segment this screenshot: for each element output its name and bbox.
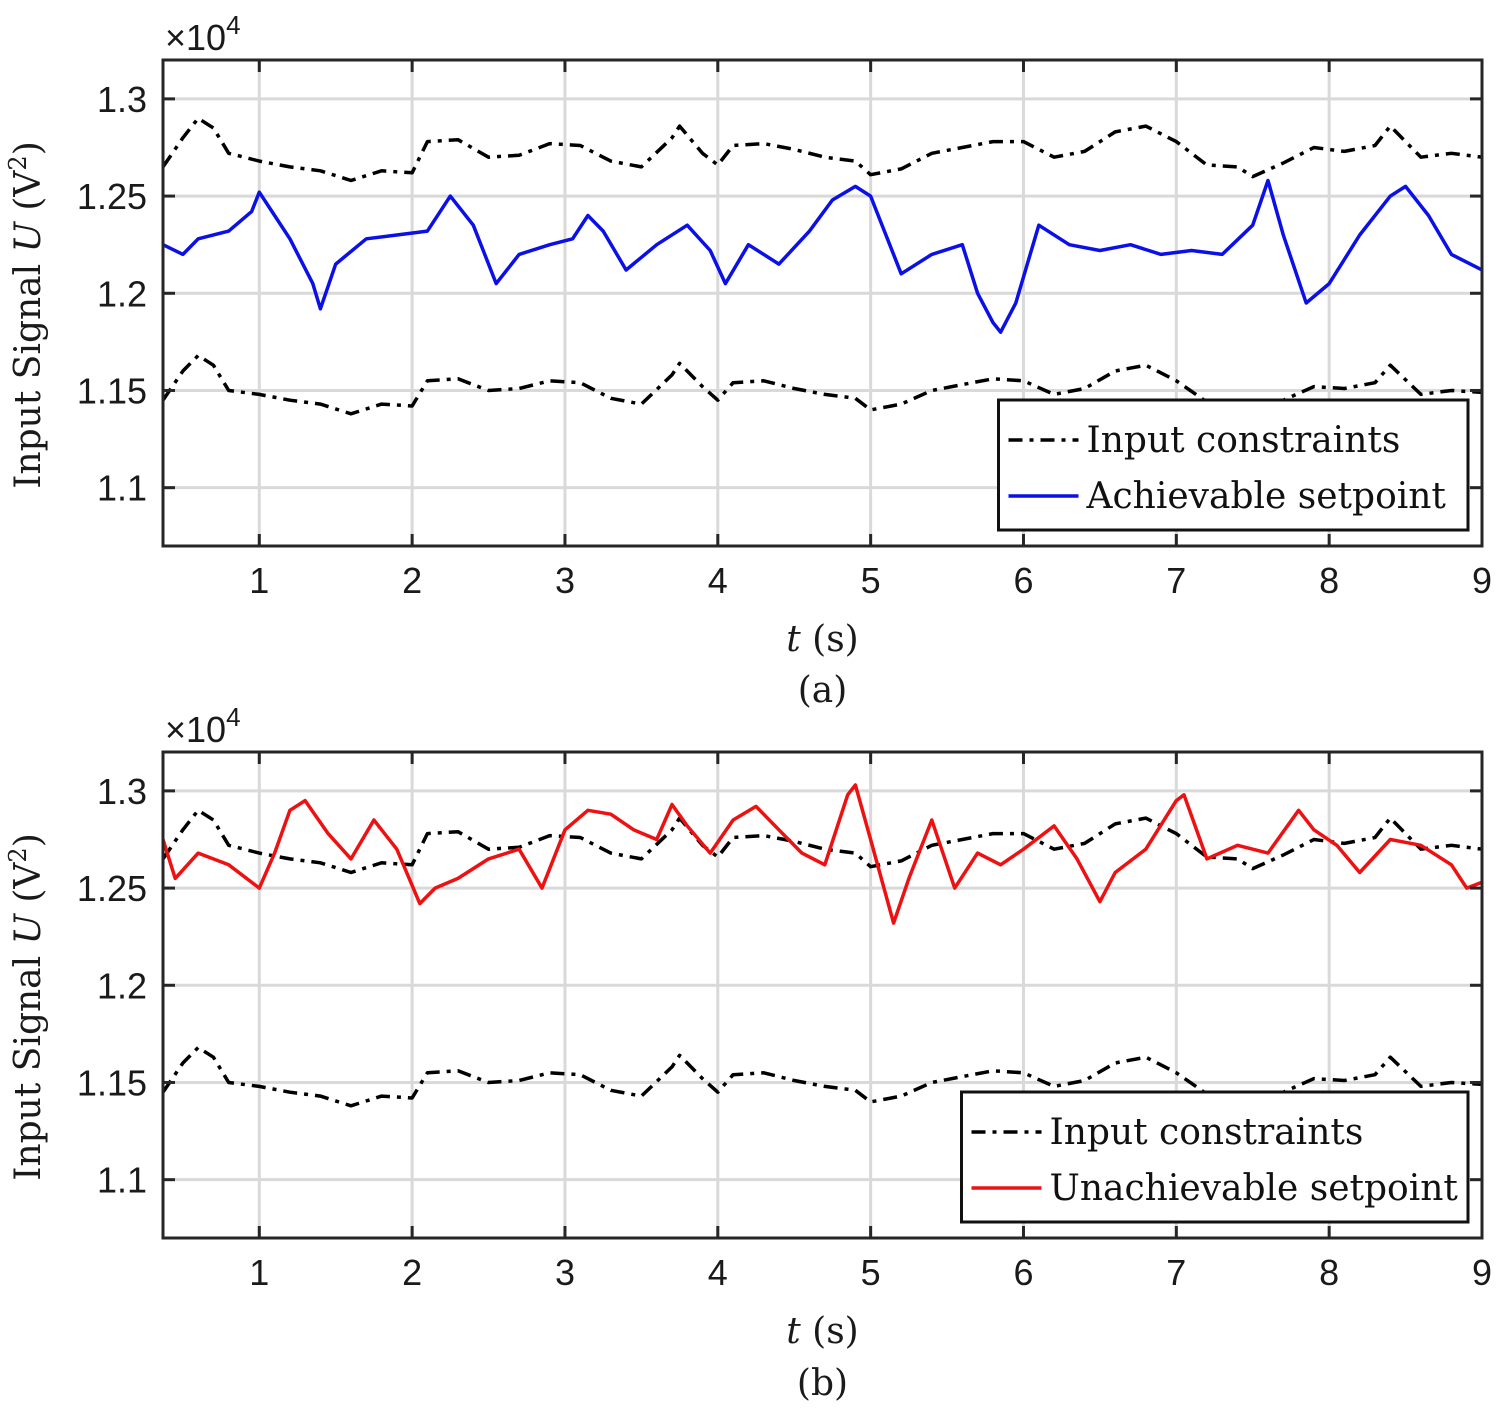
x-tick-label: 6 (1013, 1252, 1033, 1293)
y-tick-label: 1.25 (77, 868, 147, 909)
x-tick-label: 4 (708, 1252, 728, 1293)
x-tick-label: 2 (402, 1252, 422, 1293)
legend-label: Achievable setpoint (1086, 476, 1447, 517)
x-tick-label: 4 (708, 560, 728, 601)
y-tick-label: 1.25 (77, 176, 147, 217)
legend-box (997, 398, 1470, 532)
x-axis-label: t (s) (786, 1311, 858, 1352)
x-tick-label: 2 (402, 560, 422, 601)
x-tick-label: 3 (555, 1252, 575, 1293)
x-tick-label: 9 (1472, 560, 1492, 601)
x-tick-label: 7 (1166, 1252, 1186, 1293)
y-tick-label: 1.15 (77, 370, 147, 411)
panel-caption: (b) (797, 1363, 848, 1404)
x-tick-label: 8 (1319, 560, 1339, 601)
y-tick-label: 1.2 (97, 273, 147, 314)
y-tick-label: 1.3 (97, 771, 147, 812)
chart-panel-b: 1 2 3 4 5 6 7 8 9 1.1 1.15 1.2 1.25 1.3 ×104 t (s) Input… (4, 702, 1492, 1404)
x-tick-label: 8 (1319, 1252, 1339, 1293)
y-tick-label: 1.15 (77, 1062, 147, 1103)
legend: Input constraints Achievable setpoint (997, 398, 1470, 532)
legend: Input constraints Unachievable setpoint (960, 1090, 1470, 1224)
x-tick-label: 5 (861, 560, 881, 601)
x-axis-label: t (s) (786, 619, 858, 660)
series-line (163, 116, 1482, 183)
axis-exponent: ×104 (165, 10, 241, 58)
x-tick-label: 6 (1013, 560, 1033, 601)
x-tick-label: 1 (249, 1252, 269, 1293)
axes-frame (161, 750, 1484, 1240)
y-tick-label: 1.1 (97, 1160, 147, 1201)
x-tick-label: 9 (1472, 1252, 1492, 1293)
axis-exponent: ×104 (165, 702, 241, 750)
legend-label: Input constraints (1087, 420, 1401, 461)
series-line (163, 783, 1482, 925)
y-axis-label: Input Signal U (V2) (4, 833, 49, 1181)
chart-panel-a: 1 2 3 4 5 6 7 8 9 1.1 1.15 1.2 1.25 1.3 ×104 t (s) Input… (4, 10, 1492, 711)
panel-caption: (a) (798, 670, 848, 711)
y-tick-label: 1.2 (97, 965, 147, 1006)
legend-box (960, 1090, 1470, 1224)
series-line (163, 808, 1482, 875)
legend-label: Unachievable setpoint (1050, 1168, 1459, 1209)
legend-label: Input constraints (1050, 1112, 1364, 1153)
y-tick-label: 1.1 (97, 468, 147, 509)
y-tick-label: 1.3 (97, 79, 147, 120)
series-line (163, 178, 1482, 334)
x-tick-label: 5 (861, 1252, 881, 1293)
x-tick-label: 7 (1166, 560, 1186, 601)
axes-frame (161, 58, 1484, 548)
x-tick-label: 1 (249, 560, 269, 601)
y-axis-label: Input Signal U (V2) (4, 141, 49, 489)
x-tick-label: 3 (555, 560, 575, 601)
